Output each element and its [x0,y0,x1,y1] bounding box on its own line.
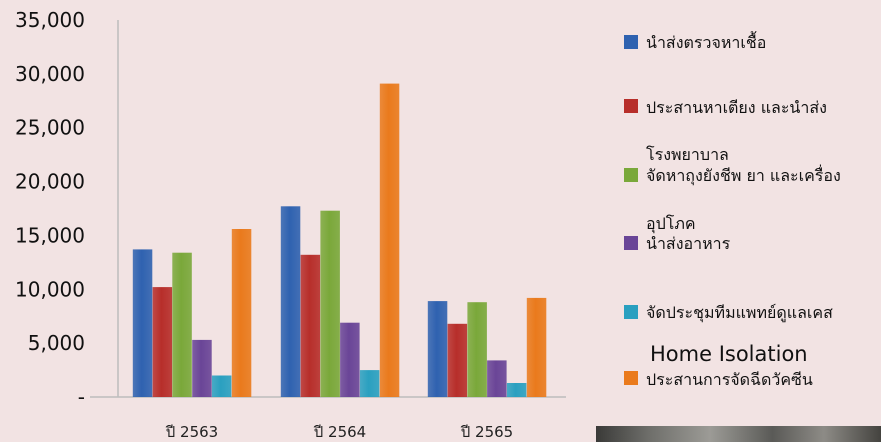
legend-swatch [624,371,638,385]
bar-3-3 [467,302,487,397]
y-tick-label: 5,000 [28,331,85,355]
x-tick-label: ปี 2565 [460,423,513,441]
bar-4-3 [487,360,507,397]
bar-6-3 [526,297,547,397]
bar-3-1 [172,252,192,397]
legend-swatch [624,168,638,182]
bars [132,83,547,397]
bar-1-1 [132,249,153,397]
legend-swatch [624,35,638,49]
legend-label: ประสานหาเตียง และนำส่ง [646,98,827,117]
x-tick-label: ปี 2563 [165,423,218,441]
bar-6-1 [231,229,252,397]
legend-swatch [624,99,638,113]
x-tick-label: ปี 2564 [313,423,366,441]
bar-3-2 [320,210,340,397]
bar-5-2 [359,370,380,397]
bar-4-1 [192,339,212,397]
legend-label: จัดประชุมทีมแพทย์ดูแลเคส [646,303,833,323]
legend-label: จัดหาถุงยังชีพ ยา และเครื่อง [646,164,841,186]
x-axis-ticks: ปี 2563 ปี 2564 ปี 2565 [165,423,513,441]
bar-6-2 [379,83,400,397]
legend-label: อุปโภค [646,214,696,234]
y-tick-label: 35,000 [15,8,85,32]
legend-label: ประสานการจัดฉีดวัคซีน [646,370,813,389]
y-tick-label: 25,000 [15,116,85,140]
bar-1-2 [280,206,301,397]
legend-label: Home Isolation [650,342,808,366]
bar-1-3 [427,301,448,397]
legend-label: โรงพยาบาล [646,145,729,164]
legend-swatch [624,305,638,319]
bar-4-2 [340,322,360,397]
y-tick-label: - [78,385,85,409]
y-tick-label: 15,000 [15,223,85,247]
bar-5-3 [506,383,527,397]
legend-label: นำส่งตรวจหาเชื้อ [646,31,766,52]
bar-2-2 [300,254,321,397]
bar-2-3 [447,323,468,397]
bar-5-1 [211,375,232,397]
y-tick-label: 10,000 [15,277,85,301]
y-tick-label: 20,000 [15,170,85,194]
y-tick-label: 30,000 [15,62,85,86]
bar-2-1 [152,287,173,397]
legend-swatch [624,236,638,250]
legend-label: นำส่งอาหาร [646,234,731,253]
y-axis-ticks: - 5,000 10,000 15,000 20,000 25,000 30,000 35,0… [15,8,85,409]
photo-strip [596,426,881,442]
